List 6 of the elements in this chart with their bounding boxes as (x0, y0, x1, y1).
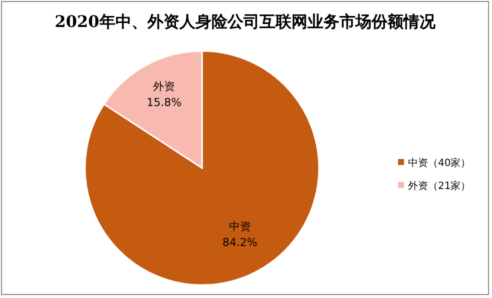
legend-label: 中资（40家） (408, 157, 471, 169)
legend-label: 外资（21家） (408, 180, 471, 192)
chart-title: 2020年中、外资人身险公司互联网业务市场份额情况 (54, 12, 436, 31)
data-label: 中资 84.2% (222, 220, 258, 249)
pie-slice (84, 50, 320, 286)
data-label: 外资 15.8% (146, 80, 182, 110)
